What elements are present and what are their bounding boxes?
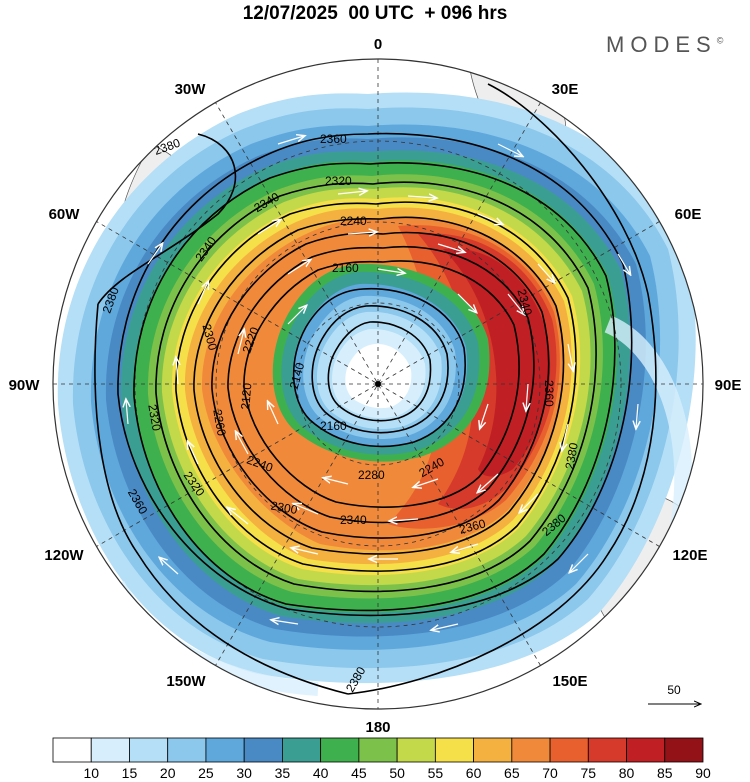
colorbar-tick-label: 35	[275, 765, 291, 781]
contour-label-2140: 2140	[287, 361, 308, 391]
colorbar-swatch	[434, 737, 474, 763]
contour-label-2300a: 2300	[200, 322, 221, 352]
contour-2260	[211, 231, 550, 539]
reference-vector-label: 50	[667, 683, 681, 697]
colorbar-swatch	[320, 737, 360, 763]
contour-label-2260: 2260	[210, 408, 228, 437]
lon-label-60w: 60W	[49, 206, 81, 223]
graticule	[53, 59, 703, 709]
contour-label-2160b: 2160	[320, 419, 347, 433]
contour-label-2340b: 2340	[515, 287, 536, 317]
wind-shading	[57, 92, 696, 696]
lon-label-120w: 120W	[44, 547, 84, 564]
colorbar-tick-label: 10	[83, 765, 99, 781]
contour-label-2280: 2280	[358, 468, 385, 482]
colorbar-tick-label: 80	[619, 765, 635, 781]
lon-label-150w: 150W	[166, 673, 206, 690]
contour-label-2360d: 2360	[458, 516, 488, 537]
lon-label-60e: 60E	[675, 206, 702, 223]
lon-label-180: 180	[365, 719, 390, 736]
contour-label-2320b: 2320	[145, 403, 163, 432]
colorbar-swatch	[396, 737, 436, 763]
colorbar-tick-label: 75	[581, 765, 597, 781]
contour-label-2240a: 2240	[340, 214, 367, 228]
colorbar-tick-label: 45	[351, 765, 367, 781]
colorbar-swatch	[664, 737, 704, 763]
colorbar-tick-label: 55	[428, 765, 444, 781]
colorbar-tick-label: 85	[657, 765, 673, 781]
colorbar-swatch	[243, 737, 283, 763]
map-field: 2380 2380 2380 2380 2380 2360 2360 2360 …	[53, 59, 703, 709]
colorbar-swatch	[205, 737, 245, 763]
colorbar-swatch	[167, 737, 207, 763]
contour-2240	[227, 245, 535, 524]
brand-name: MODES	[606, 32, 717, 57]
colorbar-tick-label: 50	[389, 765, 405, 781]
colorbar-swatch	[282, 737, 322, 763]
colorbar-tick-label: 20	[160, 765, 176, 781]
contour-label-2120: 2120	[238, 382, 254, 410]
colorbar-tick-label: 60	[466, 765, 482, 781]
wind-vectors	[126, 136, 638, 630]
map-border	[52, 58, 704, 710]
contour-2140	[311, 305, 449, 434]
contour-2360	[117, 132, 633, 617]
colorbar-tick-label: 15	[122, 765, 138, 781]
contour-label-2160a: 2160	[332, 261, 359, 275]
contour-label-2300b: 2300	[270, 499, 299, 517]
contour-2320	[155, 181, 597, 593]
contour-2280	[193, 216, 565, 555]
lon-label-90e: 90E	[715, 377, 742, 394]
colorbar-swatch	[626, 737, 666, 763]
contour-label-2380e: 2380	[562, 441, 580, 470]
colorbar-tick-label: 90	[695, 765, 711, 781]
lon-label-150e: 150E	[552, 673, 587, 690]
colorbar-tick-label: 65	[504, 765, 520, 781]
colorbar-tick-label: 70	[542, 765, 558, 781]
colorbar-swatch	[358, 737, 398, 763]
contour-2160	[292, 287, 466, 448]
lon-label-90w: 90W	[9, 377, 41, 394]
contour-2380	[94, 83, 657, 695]
contour-label-2360a: 2360	[320, 132, 347, 146]
contour-2120	[327, 321, 432, 422]
contour-2300	[175, 201, 577, 572]
height-contours	[94, 83, 657, 695]
colorbar-tick-label: 40	[313, 765, 329, 781]
brand-logo: MODES©	[606, 32, 723, 58]
lon-label-30e: 30E	[552, 81, 579, 98]
contour-2220	[243, 260, 520, 508]
colorbar-swatch	[52, 737, 92, 763]
south-pole-marker	[375, 381, 381, 387]
contour-label-2320a: 2320	[325, 174, 352, 188]
lon-label-30w: 30W	[175, 81, 207, 98]
colorbar-tick-label: 30	[236, 765, 252, 781]
contour-label-2340d: 2340	[340, 513, 367, 527]
page-title: 12/07/2025 00 UTC + 096 hrs	[242, 3, 508, 24]
colorbar-tick-label: 25	[198, 765, 214, 781]
brand-mark: ©	[716, 35, 724, 46]
colorbar: 10 15 20 25 30 35 40 45 50 55 60 65 70 75 80 85 90	[52, 737, 711, 781]
contour-label-2360b: 2360	[542, 380, 556, 407]
colorbar-swatch	[549, 737, 589, 763]
colorbar-swatch	[511, 737, 551, 763]
colorbar-swatch	[473, 737, 513, 763]
colorbar-swatch	[129, 737, 169, 763]
lon-label-0: 0	[374, 36, 382, 53]
contour-2340	[133, 162, 616, 612]
lon-label-120e: 120E	[672, 547, 707, 564]
colorbar-swatch	[90, 737, 130, 763]
colorbar-swatch	[587, 737, 627, 763]
